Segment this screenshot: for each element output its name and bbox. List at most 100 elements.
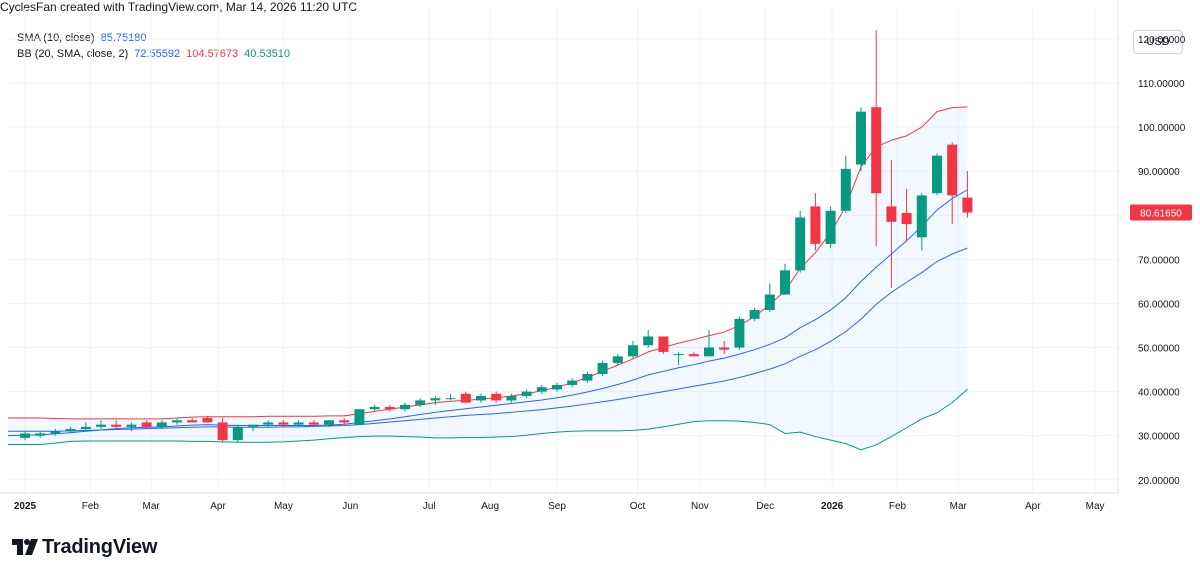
candle-body <box>369 407 380 410</box>
bb-lower-line <box>8 388 968 451</box>
y-tick-label: 90.00000 <box>1138 167 1180 178</box>
bb-legend-lower: 40.53510 <box>244 48 291 60</box>
x-tick-label: Feb <box>82 501 100 512</box>
candle-body <box>825 210 836 244</box>
axes: 20.00000 30.00000 40.00000 50.00000 60.00000… <box>0 0 1192 512</box>
candle-body <box>628 345 638 357</box>
candle-body <box>643 336 654 346</box>
candle-body <box>810 206 821 244</box>
x-tick-label: Sep <box>548 501 566 512</box>
currency-button[interactable]: USD <box>1133 30 1183 54</box>
x-tick-label: 2026 <box>821 501 844 512</box>
candle-body <box>278 422 289 425</box>
candle-body <box>597 362 608 374</box>
candle-body <box>612 356 623 363</box>
tradingview-brand: TradingView <box>42 535 158 558</box>
candle-body <box>339 420 350 423</box>
x-tick-label: Mar <box>950 501 968 512</box>
candle-body <box>688 354 699 357</box>
x-tick-label: 2025 <box>14 501 37 512</box>
candle-body <box>445 398 456 400</box>
candle-body <box>293 422 304 425</box>
grid <box>8 8 1118 493</box>
sma-legend[interactable]: SMA (10, close) 85.75180 <box>17 32 153 44</box>
sma-legend-name: SMA (10, close) <box>17 32 95 44</box>
y-tick-label: 110.00000 <box>1138 79 1185 90</box>
candle-body <box>947 144 958 196</box>
candle-body <box>536 387 547 392</box>
candle-body <box>65 429 76 432</box>
x-tick-label: Apr <box>1025 501 1041 512</box>
candle-body <box>324 420 334 425</box>
candle-body <box>856 111 866 165</box>
x-tick-label: Dec <box>756 501 774 512</box>
tradingview-logo[interactable]: TradingView <box>12 533 157 561</box>
x-tick-label: Jul <box>423 501 436 512</box>
sma-line <box>7 189 968 437</box>
bb-legend-name: BB (20, SMA, close, 2) <box>17 48 129 60</box>
bollinger-fill <box>8 106 968 450</box>
x-tick-label: Apr <box>210 501 226 512</box>
x-tick-label: Feb <box>889 501 907 512</box>
candle-body <box>476 396 486 401</box>
candle-body <box>415 400 426 405</box>
candle-body <box>734 318 745 348</box>
y-tick-label: 40.00000 <box>1138 388 1180 399</box>
candle-body <box>217 422 228 441</box>
candle-body <box>749 310 760 319</box>
sma-legend-value: 85.75180 <box>100 32 147 44</box>
candle-body <box>916 195 927 238</box>
candle-body <box>704 347 714 357</box>
candle-body <box>111 424 122 427</box>
candle-body <box>886 206 897 222</box>
candle-body <box>354 409 365 425</box>
x-tick-label: Nov <box>691 501 709 512</box>
candle-body <box>582 373 593 381</box>
x-tick-label: Mar <box>143 501 161 512</box>
x-tick-label: Aug <box>481 501 499 512</box>
x-tick-label: May <box>1086 501 1105 512</box>
candle-body <box>658 336 669 352</box>
candle-body <box>506 396 517 401</box>
y-tick-label: 60.00000 <box>1138 299 1180 310</box>
y-tick-label: 50.00000 <box>1138 344 1180 355</box>
candle-body <box>96 424 106 427</box>
candle-body <box>719 347 730 350</box>
y-tick-label: 120.00000 <box>1138 35 1186 46</box>
candle-body <box>460 393 471 403</box>
candles <box>20 30 973 443</box>
candle-body <box>780 270 790 295</box>
candle-body <box>308 422 319 425</box>
candle-body <box>156 422 167 427</box>
bb-legend[interactable]: BB (20, SMA, close, 2) 72.55592 104.57673 4… <box>17 48 296 60</box>
candle-body <box>521 391 532 396</box>
last-price-label: 80.61650 <box>1140 209 1182 220</box>
candle-body <box>172 420 182 423</box>
bollinger-band <box>8 106 968 450</box>
candle-body <box>384 407 395 410</box>
bb-basis-line <box>8 247 968 432</box>
candle-body <box>673 354 684 356</box>
candle-body <box>901 213 912 225</box>
candle-body <box>795 217 806 271</box>
candle-body <box>491 393 502 401</box>
candle-body <box>141 422 152 427</box>
y-tick-label: 30.00000 <box>1138 432 1180 443</box>
candle-body <box>871 107 882 194</box>
candle-body <box>263 422 274 425</box>
candle-body <box>232 426 243 441</box>
last-price-tag <box>1130 204 1192 221</box>
candle-body <box>552 384 562 390</box>
candle-body <box>126 424 137 427</box>
candle-body <box>764 294 775 311</box>
candle-body <box>187 420 198 423</box>
candle-body <box>567 380 578 385</box>
candle-body <box>35 433 46 436</box>
y-tick-label: 20.00000 <box>1138 476 1180 487</box>
bb-legend-basis: 72.55592 <box>134 48 181 60</box>
candle-body <box>430 398 441 401</box>
x-tick-label: May <box>274 501 293 512</box>
candle-body <box>932 155 942 194</box>
candle-body <box>20 433 30 438</box>
